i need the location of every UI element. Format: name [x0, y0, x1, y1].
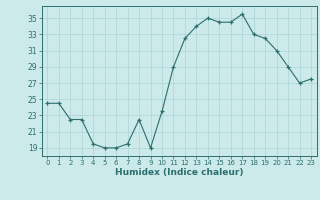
X-axis label: Humidex (Indice chaleur): Humidex (Indice chaleur) — [115, 168, 244, 177]
